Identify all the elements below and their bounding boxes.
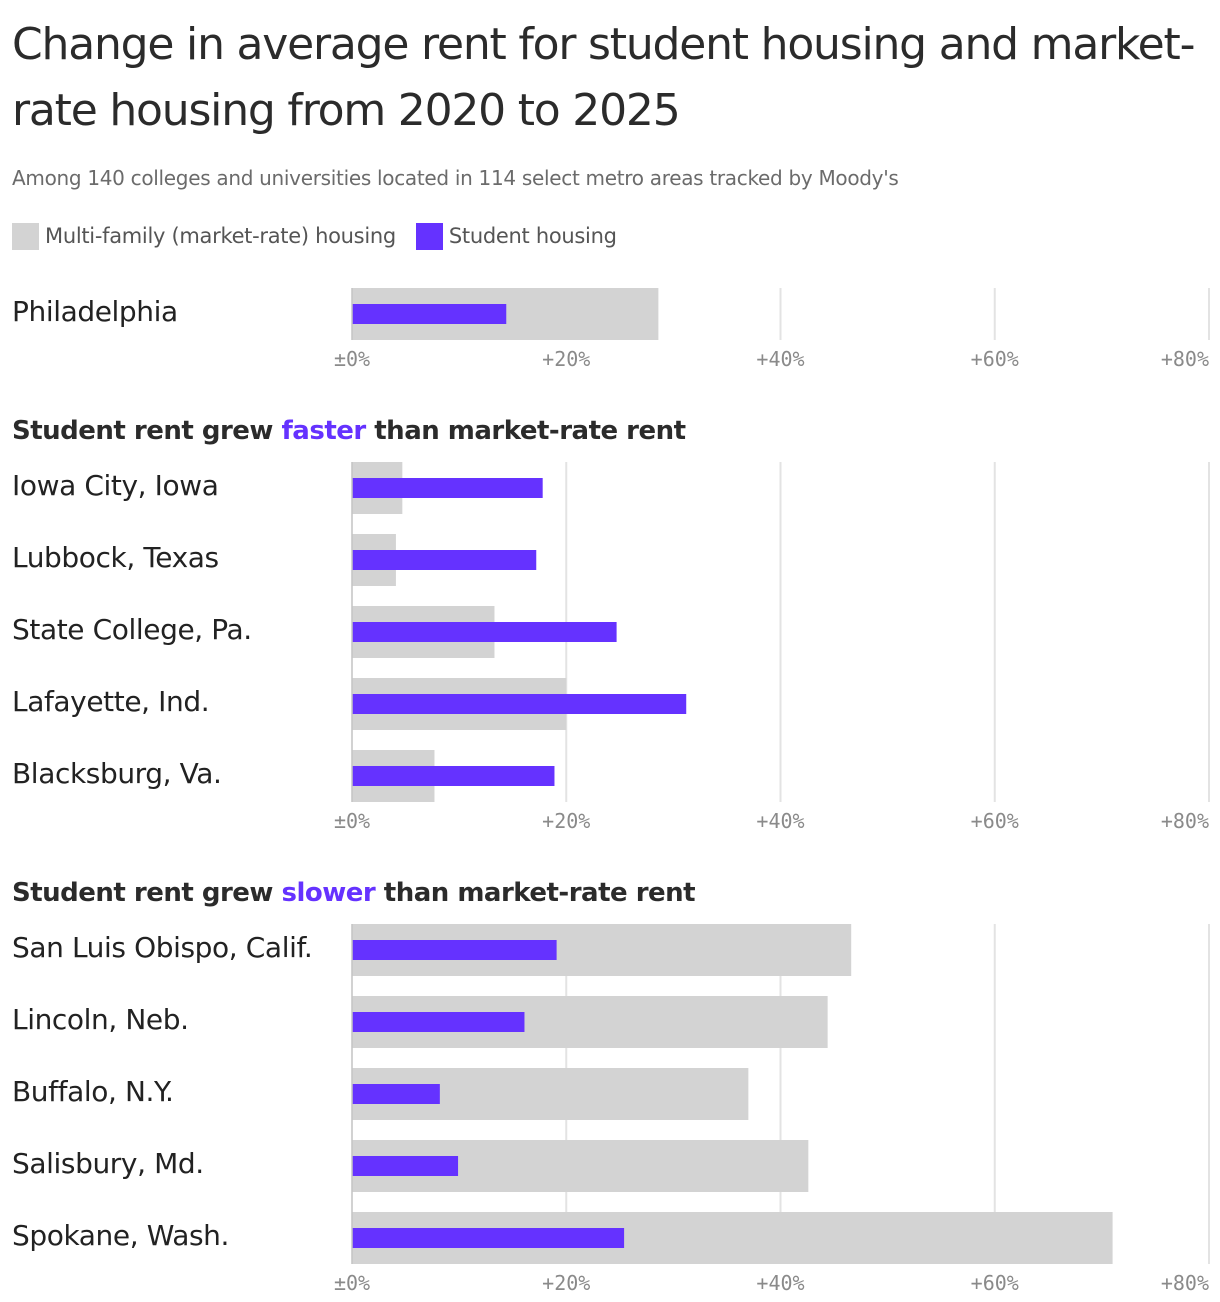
city-label: Buffalo, N.Y. xyxy=(12,1075,174,1108)
panel-heading-faster: Student rent grew faster than market-rat… xyxy=(12,416,686,446)
student-bar xyxy=(352,550,537,570)
heading-accent-faster: faster xyxy=(281,416,366,446)
x-tick-label: +80% xyxy=(1161,1271,1209,1295)
city-label: State College, Pa. xyxy=(12,613,252,646)
student-bar xyxy=(352,766,555,786)
market-rate-bar xyxy=(352,462,403,514)
market-rate-bar xyxy=(352,750,435,802)
x-tick-label: +40% xyxy=(756,809,804,833)
panel-heading-slower: Student rent grew slower than market-rat… xyxy=(12,878,696,908)
student-bar xyxy=(352,1012,525,1032)
city-label: Lafayette, Ind. xyxy=(12,685,210,718)
city-label: San Luis Obispo, Calif. xyxy=(12,931,313,964)
city-label: Blacksburg, Va. xyxy=(12,757,222,790)
legend-swatch-student xyxy=(415,222,443,250)
chart-subtitle: Among 140 colleges and universities loca… xyxy=(12,166,899,190)
heading-prefix: Student rent grew xyxy=(12,416,282,446)
x-tick-label: +60% xyxy=(971,1271,1019,1295)
heading-suffix: than market-rate rent xyxy=(375,878,696,908)
x-tick-label: ±0% xyxy=(334,347,370,371)
legend-item-market-rate: Multi-family (market-rate) housing xyxy=(12,222,396,250)
market-rate-bar xyxy=(352,996,828,1048)
student-bar xyxy=(352,622,617,642)
student-bar xyxy=(352,694,687,714)
city-label: Iowa City, Iowa xyxy=(12,469,219,502)
student-bar xyxy=(352,940,557,960)
x-tick-label: +60% xyxy=(971,347,1019,371)
city-label: Lubbock, Texas xyxy=(12,541,219,574)
x-tick-label: +40% xyxy=(756,347,804,371)
city-label: Spokane, Wash. xyxy=(12,1219,230,1252)
x-tick-label: ±0% xyxy=(334,1271,370,1295)
heading-accent-slower: slower xyxy=(281,878,376,908)
market-rate-bar xyxy=(352,678,567,730)
market-rate-bar xyxy=(352,1140,809,1192)
market-rate-bar xyxy=(352,1068,749,1120)
market-rate-bar xyxy=(352,534,396,586)
x-tick-label: +80% xyxy=(1161,347,1209,371)
legend-swatch-market-rate xyxy=(12,222,39,250)
legend-item-student: Student housing xyxy=(415,222,617,250)
market-rate-bar xyxy=(352,288,659,340)
market-rate-bar xyxy=(352,606,495,658)
x-tick-label: ±0% xyxy=(334,809,370,833)
city-label: Lincoln, Neb. xyxy=(12,1003,189,1036)
x-tick-label: +40% xyxy=(756,1271,804,1295)
city-label: Salisbury, Md. xyxy=(12,1147,204,1180)
x-tick-label: +20% xyxy=(542,809,590,833)
x-tick-label: +80% xyxy=(1161,809,1209,833)
heading-prefix: Student rent grew xyxy=(12,878,282,908)
student-bar xyxy=(352,478,543,498)
legend-label-market-rate: Multi-family (market-rate) housing xyxy=(45,224,396,248)
legend-label-student: Student housing xyxy=(448,224,617,248)
student-bar xyxy=(352,1156,459,1176)
student-bar xyxy=(352,304,507,324)
x-tick-label: +20% xyxy=(542,1271,590,1295)
legend: Multi-family (market-rate) housing Stude… xyxy=(12,222,637,250)
student-bar xyxy=(352,1228,625,1248)
student-bar xyxy=(352,1084,440,1104)
city-label-philadelphia: Philadelphia xyxy=(12,295,178,328)
x-tick-label: +20% xyxy=(542,347,590,371)
market-rate-bar xyxy=(352,924,852,976)
market-rate-bar xyxy=(352,1212,1113,1264)
chart-title: Change in average rent for student housi… xyxy=(12,19,1195,136)
x-tick-label: +60% xyxy=(971,809,1019,833)
heading-suffix: than market-rate rent xyxy=(365,416,686,446)
